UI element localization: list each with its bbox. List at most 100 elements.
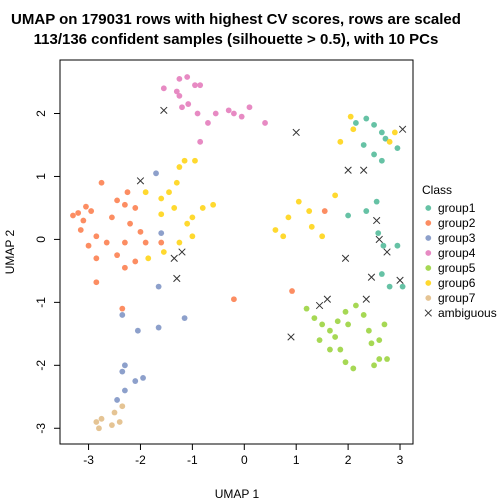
legend-symbol-group6 [425,280,432,286]
point-group1 [382,135,389,142]
point-group5 [316,337,323,344]
point-group4 [194,110,201,117]
point-group1 [386,283,393,290]
point-group6 [160,249,167,255]
point-group5 [371,362,377,369]
point-group3 [140,375,146,381]
point-group4 [176,75,183,82]
point-group7 [93,419,100,425]
point-group1 [363,208,370,214]
point-group5 [352,302,359,309]
point-group1 [378,271,385,277]
point-ambiguous [315,301,324,310]
point-group5 [319,321,326,328]
point-group3 [121,387,128,394]
point-group5 [360,312,367,318]
y-axis: -3 -2 -1 0 1 2 [34,110,61,434]
point-group5 [368,340,375,347]
point-group6 [391,129,398,136]
y-tick-label: 0 [34,236,48,243]
point-ambiguous [383,248,391,256]
point-ambiguous [178,248,186,256]
point-group6 [308,223,315,230]
legend-symbol-group4 [425,250,432,256]
point-ambiguous [323,295,331,303]
point-group4 [184,74,191,80]
legend-symbol-ambiguous [424,309,432,317]
point-group3 [134,327,141,334]
point-group1 [371,121,377,128]
point-group5 [303,305,310,312]
point-group1 [373,198,380,205]
legend-symbol-group3 [425,235,432,241]
y-tick-label: -1 [34,297,48,308]
point-group2 [103,239,110,246]
point-group1 [380,242,387,249]
point-group5 [384,356,390,362]
point-group2 [121,201,128,208]
legend-symbol-group1 [425,205,432,211]
point-group3 [153,170,159,177]
point-ambiguous [373,216,381,225]
point-ambiguous [287,333,295,341]
legend-entry-group6: group6 [438,276,476,290]
point-group1 [360,142,367,148]
point-group2 [114,197,121,204]
point-group5 [350,365,357,372]
point-group3 [119,312,126,318]
point-group6 [210,201,217,208]
point-group2 [93,233,100,240]
point-group2 [137,228,144,235]
point-group2 [98,179,105,186]
point-group3 [181,315,188,321]
point-group6 [319,233,326,240]
point-group2 [70,212,76,219]
point-group2 [80,217,87,224]
point-group6 [295,198,302,205]
point-group3 [158,230,165,237]
point-group4 [179,104,185,111]
point-ambiguous [292,128,300,137]
x-tick-label: 0 [241,453,248,467]
point-group6 [166,189,172,196]
data-points [70,74,407,432]
point-group7 [109,422,115,429]
point-group6 [272,227,279,233]
point-ambiguous [341,254,350,262]
point-group2 [119,305,126,312]
point-group7 [98,415,105,422]
point-ambiguous [375,235,383,244]
point-group5 [337,346,344,353]
point-group2 [85,242,92,249]
point-group2 [321,208,328,214]
point-ambiguous [360,166,368,174]
point-group2 [132,258,139,265]
legend-entry-group1: group1 [438,201,476,215]
point-group6 [337,138,344,145]
point-group1 [378,129,385,136]
point-group2 [121,264,128,271]
chart-subtitle: 113/136 confident samples (silhouette > … [34,31,439,48]
point-group6 [171,205,178,211]
x-tick-label: -3 [83,453,94,467]
point-group6 [173,179,180,186]
point-group5 [345,321,352,328]
point-group4 [197,82,204,89]
point-group5 [376,356,383,362]
point-group7 [111,409,118,416]
point-group2 [142,239,149,246]
point-group4 [185,101,192,107]
point-ambiguous [344,166,352,174]
point-group2 [289,288,295,294]
x-tick-label: -2 [135,453,146,467]
legend-title: Class [422,183,452,197]
point-group5 [342,308,349,315]
point-group1 [345,212,352,219]
legend-entry-ambiguous: ambiguous [438,306,497,320]
legend-entry-group4: group4 [438,246,476,260]
chart-title: UMAP on 179031 rows with highest CV scor… [11,11,461,28]
point-group6 [145,255,152,262]
point-group6 [158,195,165,202]
y-tick-label: 2 [34,110,48,117]
point-group6 [386,138,393,145]
